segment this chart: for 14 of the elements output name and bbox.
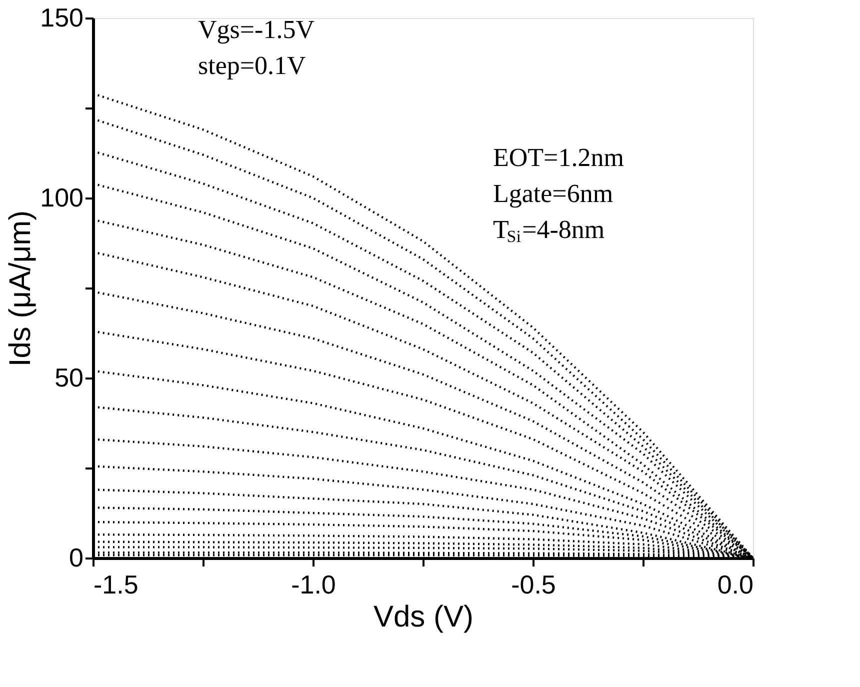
x-axis-title: Vds (V) [373,600,474,634]
annotation: step=0.1V [198,51,306,80]
annotation: Vgs=-1.5V [198,15,315,44]
x-tick-label: -0.5 [511,570,556,600]
y-axis-title: Ids (μA/μm) [4,210,38,367]
x-tick-label: -1.5 [94,570,138,600]
x-tick-label: -1.0 [291,570,336,600]
y-tick-label: 50 [54,362,84,392]
annotation: EOT=1.2nm [493,143,624,172]
y-tick-label: 0 [69,542,84,572]
y-tick-label: 100 [40,182,84,212]
annotation: Lgate=6nm [493,179,614,208]
y-tick-label: 150 [40,2,84,32]
x-tick-label: 0.0 [717,570,754,600]
